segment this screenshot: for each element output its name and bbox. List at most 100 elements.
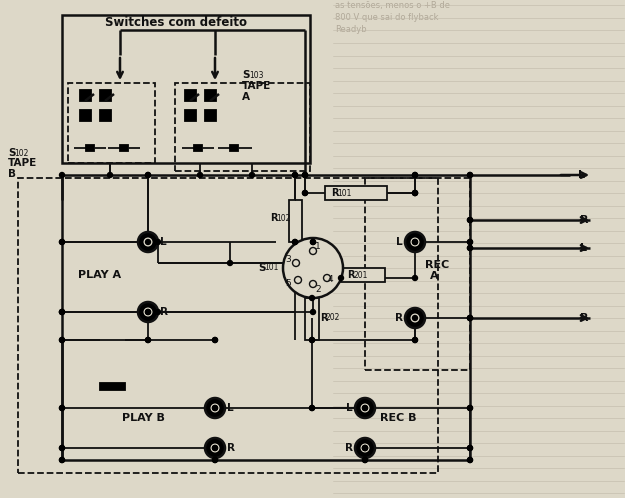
Circle shape — [412, 191, 418, 196]
Circle shape — [59, 405, 64, 410]
Circle shape — [156, 240, 161, 245]
Circle shape — [362, 405, 368, 410]
Circle shape — [205, 398, 225, 418]
Circle shape — [362, 405, 368, 410]
Text: 102: 102 — [276, 214, 291, 223]
Circle shape — [468, 218, 472, 223]
Circle shape — [59, 446, 64, 451]
Bar — [68, 83, 155, 163]
Circle shape — [355, 398, 375, 418]
Text: S: S — [242, 70, 249, 80]
Text: S: S — [258, 263, 266, 273]
Circle shape — [468, 172, 472, 177]
Circle shape — [412, 172, 418, 177]
Circle shape — [59, 240, 64, 245]
Circle shape — [59, 458, 64, 463]
Bar — [185, 110, 196, 121]
Circle shape — [309, 295, 314, 300]
Circle shape — [412, 338, 418, 343]
Text: L: L — [578, 170, 585, 180]
Circle shape — [59, 338, 64, 343]
Circle shape — [412, 316, 418, 321]
Bar — [289, 200, 302, 242]
Circle shape — [311, 240, 316, 245]
Circle shape — [405, 308, 425, 328]
Text: R: R — [227, 443, 235, 453]
Circle shape — [302, 172, 308, 177]
Circle shape — [468, 405, 472, 410]
Circle shape — [292, 172, 297, 177]
Text: R: R — [395, 313, 403, 323]
Text: Readyb: Readyb — [335, 25, 367, 34]
Circle shape — [339, 275, 344, 280]
Text: TAPE: TAPE — [8, 158, 38, 168]
Circle shape — [146, 240, 151, 245]
Circle shape — [146, 309, 151, 315]
Text: as tensões, menos o +B de: as tensões, menos o +B de — [335, 1, 450, 10]
Bar — [100, 110, 111, 121]
Bar — [86, 145, 94, 151]
Bar — [175, 83, 310, 171]
Text: R: R — [160, 307, 168, 317]
Bar — [365, 178, 470, 370]
Circle shape — [309, 338, 314, 343]
Text: S: S — [8, 148, 16, 158]
Circle shape — [412, 240, 418, 245]
Text: R: R — [347, 270, 354, 280]
Bar — [80, 90, 91, 101]
Circle shape — [213, 405, 218, 410]
Text: PLAY A: PLAY A — [78, 270, 121, 280]
Circle shape — [138, 302, 158, 322]
Circle shape — [302, 172, 308, 177]
Circle shape — [362, 446, 368, 451]
Circle shape — [213, 446, 218, 451]
Text: 4: 4 — [328, 275, 334, 284]
Circle shape — [146, 338, 151, 343]
Circle shape — [146, 338, 151, 343]
Circle shape — [59, 458, 64, 463]
Bar — [100, 383, 125, 390]
Circle shape — [59, 338, 64, 343]
Text: R: R — [270, 213, 278, 223]
Circle shape — [292, 240, 297, 245]
Circle shape — [468, 246, 472, 250]
Bar — [62, 15, 310, 163]
Text: R: R — [580, 215, 589, 225]
Circle shape — [311, 309, 316, 315]
Circle shape — [468, 246, 472, 250]
Bar — [18, 178, 438, 473]
Circle shape — [468, 218, 472, 223]
Text: 101: 101 — [264, 263, 278, 272]
Text: 1: 1 — [315, 242, 321, 250]
Circle shape — [302, 191, 308, 196]
Circle shape — [468, 458, 472, 463]
Circle shape — [411, 238, 419, 247]
Circle shape — [213, 405, 218, 410]
Bar — [194, 145, 202, 151]
Circle shape — [144, 238, 152, 247]
Circle shape — [198, 172, 202, 177]
Circle shape — [324, 274, 331, 281]
Circle shape — [156, 309, 161, 315]
Circle shape — [309, 405, 314, 410]
Circle shape — [468, 316, 472, 321]
Circle shape — [213, 338, 218, 343]
Circle shape — [468, 240, 472, 245]
Circle shape — [468, 446, 472, 451]
Circle shape — [211, 444, 219, 453]
Circle shape — [146, 309, 151, 315]
Circle shape — [468, 446, 472, 451]
Text: A: A — [242, 92, 250, 102]
Text: 103: 103 — [249, 71, 264, 80]
Bar — [230, 145, 238, 151]
Circle shape — [361, 403, 369, 412]
Circle shape — [362, 458, 368, 463]
Circle shape — [59, 309, 64, 315]
Circle shape — [412, 275, 418, 280]
Circle shape — [59, 309, 64, 315]
Circle shape — [213, 446, 218, 451]
Text: 2: 2 — [315, 285, 321, 294]
Text: 202: 202 — [326, 314, 341, 323]
Text: R: R — [320, 313, 328, 323]
Circle shape — [292, 240, 297, 245]
